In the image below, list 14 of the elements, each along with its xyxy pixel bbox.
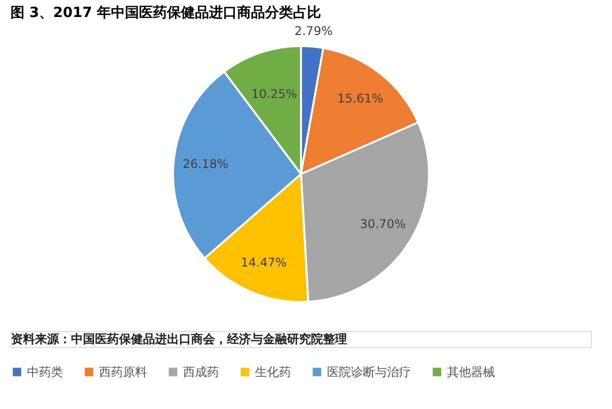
- data-label: 14.47%: [240, 255, 287, 270]
- data-label: 15.61%: [337, 92, 384, 106]
- text: 资料来源：中国医药保健品进出口商会，经济与金融研究院整理: [11, 332, 347, 346]
- data-label: 26.18%: [182, 157, 228, 172]
- legend-label: 西药原料: [99, 365, 147, 379]
- legend-label: 其他器械: [447, 365, 495, 379]
- legend-label: 中药类: [27, 365, 63, 379]
- data-label: 10.25%: [251, 86, 298, 101]
- data-label: 2.79%: [294, 24, 333, 38]
- legend-label: 西成药: [183, 365, 219, 379]
- legend-label: 生化药: [255, 365, 291, 379]
- data-label: 30.70%: [360, 217, 406, 232]
- chart-title: 图 3、2017 年中国医药保健品进口商品分类占比: [10, 4, 321, 21]
- legend-label: 医院诊断与治疗: [327, 365, 411, 379]
